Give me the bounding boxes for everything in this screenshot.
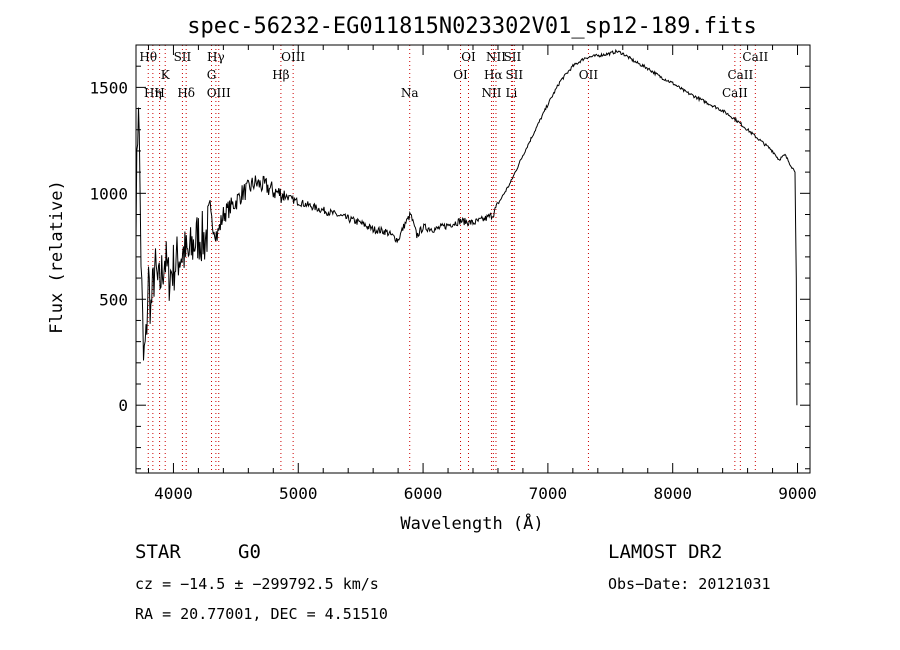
y-tick-label: 1500	[89, 78, 128, 97]
line-label-12: OI	[461, 50, 476, 64]
y-tick-label: 1000	[89, 184, 128, 203]
object-class: STAR	[135, 541, 181, 563]
plot-frame	[135, 44, 811, 474]
spectral-line-markers	[147, 45, 756, 473]
x-tick-label: 6000	[404, 484, 443, 503]
axis-ticks	[136, 44, 810, 473]
survey-name: LAMOST DR2	[608, 541, 723, 563]
line-label-22: CaII	[727, 68, 753, 82]
x-tick-label: 7000	[529, 484, 568, 503]
x-axis-label: Wavelength (Å)	[400, 512, 543, 534]
spectral-line-labels: HθHHηKSIIHδHγGOIIIOIIIHβNaOIOINIIHαNIISI…	[139, 50, 768, 100]
line-label-7: G	[207, 68, 217, 82]
y-axis-label: Flux (relative)	[47, 180, 67, 334]
object-subclass: G0	[238, 541, 261, 563]
line-label-4: SII	[174, 50, 192, 64]
y-tick-label: 500	[99, 290, 128, 309]
line-label-16: NII	[481, 86, 501, 100]
coordinates-readout: RA = 20.77001, DEC = 4.51510	[135, 605, 388, 623]
line-label-8: OIII	[207, 86, 231, 100]
line-label-0: Hθ	[139, 50, 157, 64]
x-tick-label: 8000	[653, 484, 692, 503]
line-label-15: Hα	[484, 68, 503, 82]
line-label-11: Na	[401, 86, 419, 100]
x-tick-label: 9000	[778, 484, 817, 503]
x-tick-label: 5000	[279, 484, 318, 503]
axis-tick-labels: 4000 5000 6000 7000 8000 9000 0 500 1000 1500	[89, 78, 816, 503]
line-label-6: Hγ	[207, 50, 225, 64]
line-label-5: Hδ	[177, 86, 195, 100]
chart-title: spec-56232-EG011815N023302V01_sp12-189.f…	[187, 14, 757, 39]
line-label-10: Hβ	[272, 68, 289, 82]
redshift-readout: cz = −14.5 ± −299792.5 km/s	[135, 575, 379, 593]
observation-date: Obs−Date: 20121031	[608, 575, 771, 593]
line-label-23: CaII	[722, 86, 748, 100]
y-tick-label: 0	[118, 396, 128, 415]
line-label-20: OII	[579, 68, 599, 82]
line-label-18: SII	[505, 68, 523, 82]
line-label-3: K	[161, 68, 171, 82]
line-label-17: SII	[504, 50, 522, 64]
line-label-9: OIII	[281, 50, 305, 64]
line-label-2: Hη	[144, 86, 162, 100]
line-label-1: H	[154, 86, 164, 100]
line-label-21: CaII	[742, 50, 768, 64]
line-label-14: NII	[486, 50, 506, 64]
spectrum-line	[135, 48, 798, 406]
x-tick-label: 4000	[154, 484, 193, 503]
line-label-19: Li	[506, 86, 518, 100]
line-label-13: OI	[453, 68, 468, 82]
